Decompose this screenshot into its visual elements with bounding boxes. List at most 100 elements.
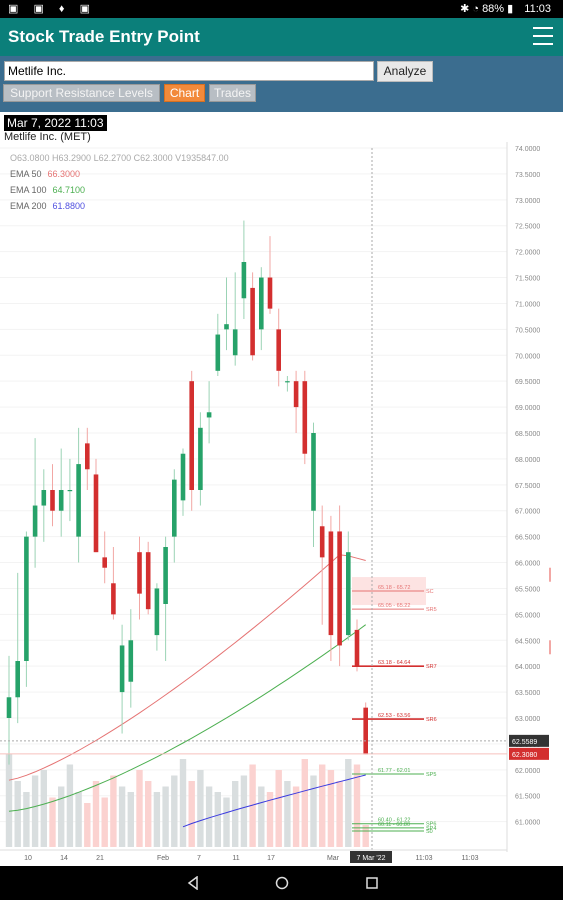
candle-body: [215, 334, 221, 371]
hamburger-menu-icon[interactable]: [533, 27, 553, 45]
ema-100-line: [8, 624, 366, 812]
chart-panel[interactable]: 61.000061.500062.000062.500063.000063.50…: [0, 112, 563, 866]
app-title: Stock Trade Entry Point: [8, 27, 200, 46]
tab-support-resistance-levels[interactable]: Support Resistance Levels: [3, 84, 160, 102]
level-range-label: 62.53 - 63.56: [378, 713, 410, 719]
level-tag: SR6: [426, 717, 437, 723]
y-tick-label: 72.5000: [515, 224, 540, 231]
y-tick-label: 69.5000: [515, 379, 540, 386]
volume-bar: [310, 775, 317, 847]
candle-body: [206, 412, 212, 418]
bluetooth-icon: ✱: [460, 3, 470, 15]
crosshair-price-label: 62.5589: [512, 739, 537, 746]
candle-body: [111, 583, 116, 615]
y-tick-label: 61.0000: [515, 820, 540, 827]
candle-body: [172, 479, 177, 537]
y-tick-label: 63.0000: [515, 716, 540, 723]
volume-bar: [197, 770, 204, 847]
back-icon[interactable]: [186, 876, 200, 890]
battery-icon: ▮: [507, 3, 514, 15]
volume-bar: [49, 797, 56, 847]
y-tick-label: 66.0000: [515, 561, 540, 568]
level-range-label: 60.40 - 61.22: [378, 818, 410, 824]
volume-bar: [214, 792, 221, 847]
volume-bar: [266, 792, 274, 847]
candle-body: [163, 547, 168, 604]
volume-bar: [232, 781, 239, 847]
ema-50-legend: EMA 50 66.3000: [10, 169, 81, 179]
volume-bar: [84, 803, 91, 847]
y-tick-label: 67.5000: [515, 483, 540, 490]
candle-body: [276, 329, 281, 371]
volume-bar: [153, 792, 161, 847]
level-tag: S0: [426, 829, 433, 835]
volume-bar: [23, 792, 30, 847]
volume-bar: [345, 759, 352, 847]
y-tick-label: 70.5000: [515, 327, 540, 334]
candle-body: [24, 536, 29, 661]
volume-bar: [275, 770, 282, 847]
y-tick-label: 61.5000: [515, 794, 540, 801]
ema-100-legend: EMA 100 64.7100: [10, 185, 86, 195]
candle-body: [180, 453, 186, 501]
candle-body: [93, 474, 99, 553]
volume-bar: [223, 797, 230, 847]
volume-bar: [171, 775, 178, 847]
level-tag: SR7: [426, 664, 437, 670]
y-tick-label: 70.0000: [515, 353, 540, 360]
chart-ticker-name: Metlife Inc. (MET): [4, 131, 91, 143]
home-icon[interactable]: [275, 876, 289, 890]
analyze-button[interactable]: Analyze: [377, 61, 433, 82]
tab-chart[interactable]: Chart: [164, 84, 205, 102]
volume-bar: [101, 797, 108, 847]
level-range-label: 65.18 - 65.72: [378, 585, 410, 591]
edge-mark: [549, 640, 551, 655]
candle-body: [67, 490, 73, 492]
volume-bar: [145, 781, 152, 847]
last-price-label: 62.3080: [512, 752, 537, 759]
y-tick-label: 71.0000: [515, 301, 540, 308]
wifi-icon: ◔: [472, 3, 479, 15]
level-tag: SC: [426, 589, 434, 595]
volume-bar: [284, 781, 291, 847]
y-tick-label: 63.5000: [515, 690, 540, 697]
candle-body: [293, 381, 299, 408]
candle-body: [15, 661, 20, 698]
battery-level: 88%: [482, 3, 505, 15]
ohlc-readout: O63.0800 H63.2900 L62.2700 C62.3000 V193…: [10, 153, 229, 163]
cursor-date-badge-bg: [350, 851, 392, 863]
volume-bar: [188, 781, 195, 847]
x-tick-label: 17: [267, 855, 275, 862]
tab-trades[interactable]: Trades: [209, 84, 256, 102]
candle-body: [224, 324, 229, 330]
candle-body: [189, 381, 194, 490]
volume-bar: [127, 792, 134, 847]
volume-bar: [110, 775, 117, 847]
volume-bar: [327, 770, 335, 847]
y-tick-label: 64.5000: [515, 638, 540, 645]
candle-body: [337, 531, 342, 646]
volume-bar: [258, 786, 265, 847]
recents-icon[interactable]: [365, 876, 379, 890]
clock: 11:03: [524, 3, 551, 15]
candle-body: [50, 490, 55, 511]
ema-50-line: [8, 554, 366, 781]
volume-bar: [205, 786, 213, 847]
volume-bar: [5, 753, 13, 847]
price-chart[interactable]: 61.000061.500062.000062.500063.000063.50…: [0, 112, 563, 866]
y-tick-label: 74.0000: [515, 146, 540, 153]
candle-body: [232, 329, 238, 356]
candle-body: [319, 526, 325, 558]
volume-bar: [31, 775, 39, 847]
level-tag: SR5: [426, 607, 437, 613]
candle-body: [311, 433, 316, 511]
x-tick-label: 10: [24, 855, 32, 862]
chart-datetime: Mar 7, 2022 11:03: [4, 115, 107, 131]
volume-bar: [240, 775, 248, 847]
candle-body: [259, 277, 264, 330]
candle-body: [363, 707, 368, 755]
candle-body: [119, 645, 125, 693]
symbol-search-input[interactable]: [4, 61, 374, 81]
volume-bar: [136, 770, 143, 847]
volume-bar: [336, 781, 343, 847]
